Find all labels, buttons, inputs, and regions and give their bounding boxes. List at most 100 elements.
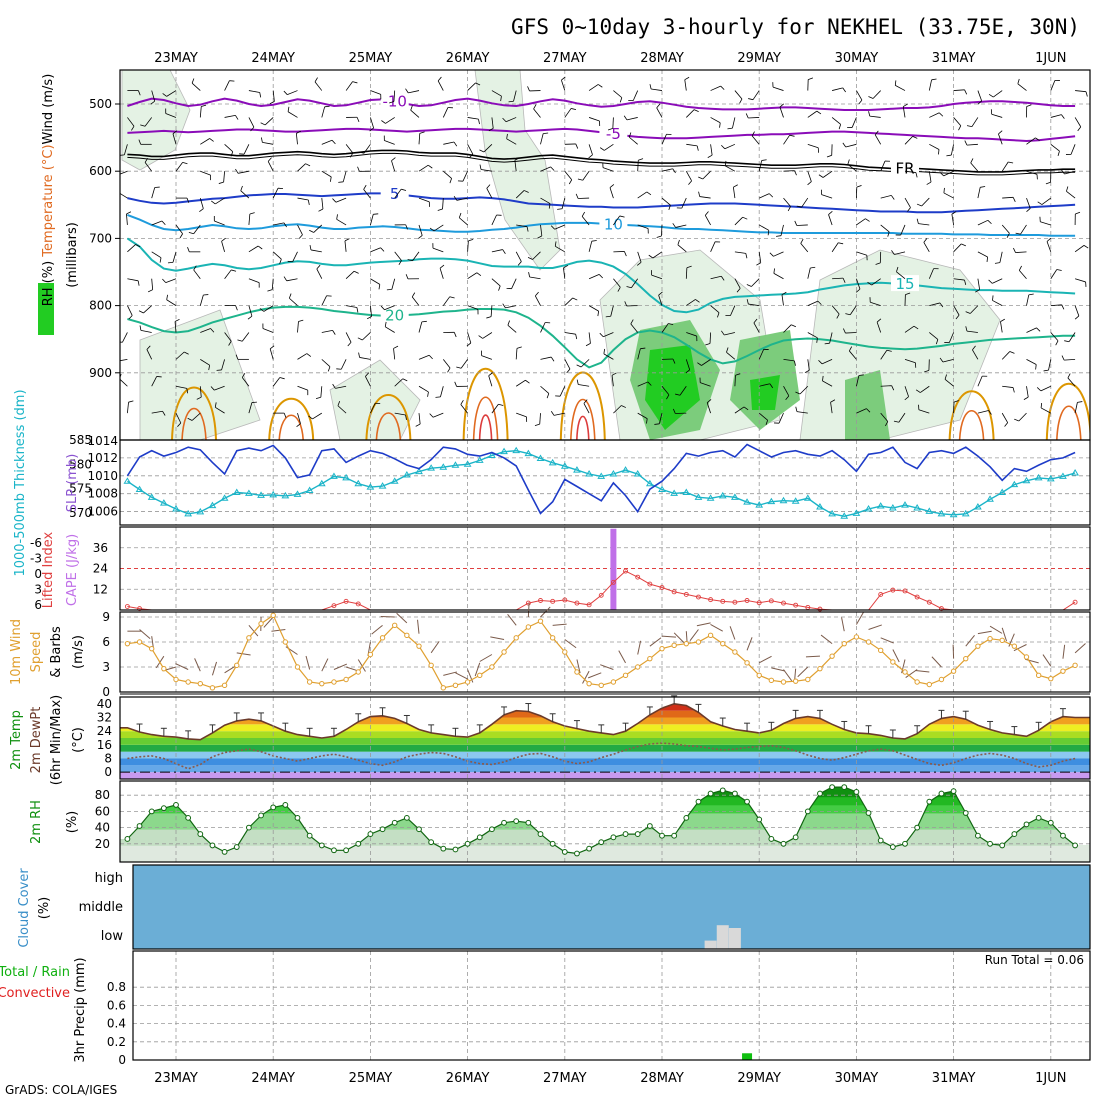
axis-label-part: (%) [65,811,80,834]
thickness-marker [791,497,800,504]
wind-barb [697,362,702,366]
wind-barb [540,385,550,394]
wind-barb [312,412,323,420]
rh-marker [817,790,823,797]
wind-barb [583,399,588,404]
wind-barb [378,284,381,290]
wind-barb [1050,114,1062,118]
wind-barb [490,305,493,317]
wind-barb [120,192,128,199]
wind-barb [577,178,583,181]
wind-barb [1013,247,1016,253]
wind-barb [488,372,493,377]
wind-barb [785,395,790,400]
wind-barb [1067,373,1071,379]
contour-label-bg [380,92,409,109]
wind-barb [675,393,681,396]
wind-barb [456,366,462,369]
wind-barb [313,224,323,233]
wind-barb [143,305,152,314]
wind-barb [321,359,331,368]
slp-line [126,443,1076,515]
wind-barb [830,399,836,403]
wind-barb [442,296,451,306]
li-tick: -3 [30,552,42,566]
wind-barb [950,144,954,156]
wind-barb [856,375,860,387]
contour-label: -10 [382,92,407,110]
wind-barb [336,214,338,220]
wind-barb [401,188,407,191]
wind-barb [1074,245,1085,253]
wind-barb [329,176,332,182]
wind-barb [320,386,323,398]
wind-barb [953,400,959,403]
wind-barb [745,253,748,259]
wind-barb [1064,170,1076,175]
wind-barb [370,403,376,414]
wind-barb [502,249,506,254]
wind-barb [162,93,167,97]
wind-barb [151,220,163,226]
wind-speed-marker [780,679,787,685]
wind-barb [1075,90,1087,93]
wind-barb [612,117,614,129]
date-label: 30MAY [835,1071,879,1086]
wind-barb [353,270,359,274]
wind-barb [734,251,746,254]
wind-barb [943,170,954,177]
wind-barb [481,355,493,360]
li-tick: 0 [34,567,42,581]
hot-contour [478,414,493,440]
wind-barb [847,163,857,172]
wind-barb [746,299,749,305]
wind-barb [540,166,551,172]
wind-barb [271,629,286,632]
panel-frame [119,696,1091,780]
wind-barb [924,369,930,373]
temp-tick: 32 [97,711,112,725]
wind-barb [540,224,543,236]
wind-barb [537,235,543,239]
lifted-index-marker [756,600,762,606]
wind-barb [880,412,889,422]
temp-band [120,710,1090,718]
wind-barb [912,136,918,139]
wind-barb [885,421,889,427]
contour-label: 15 [895,275,914,293]
wind-barb [336,218,347,226]
wind-speed-marker [1048,675,1054,682]
wind-barb [831,117,841,125]
rh-marker [829,784,835,790]
wind-barb [730,305,736,316]
wind-barb [249,212,255,215]
hot-contour [576,415,590,440]
wind-barb [248,625,259,637]
precip-3hr-panel: 0 0.2 0.4 0.6 0.8 Run Total = 0.06 3hr Precip … [0,950,1091,1067]
wind-barb [231,269,237,272]
lifted-index-marker [562,597,568,603]
wind-barb [467,669,474,683]
wind-barb [228,341,232,346]
grads-credit: GrADS: COLA/IGES [5,1083,117,1097]
wind-barb [783,170,795,172]
wind-barb [221,241,225,252]
temp-tick: 0 [104,765,112,779]
temp-bands [120,703,1090,779]
thickness-marker [658,485,666,493]
wind-barb [554,224,565,230]
wind-barb [681,197,687,209]
wind-barb [588,154,593,159]
wind-barb [822,375,824,381]
wind-barb [211,661,218,676]
wind-barb [453,141,458,147]
wind-barb [604,143,614,151]
wind-barb [693,109,699,113]
wind-barb [742,216,748,220]
wind-barb [411,296,420,306]
low-cloud-bar [728,928,741,949]
rh-marker [683,814,690,821]
thickness-marker [330,472,338,479]
rh-marker [732,790,738,797]
rh-band [120,843,1090,862]
